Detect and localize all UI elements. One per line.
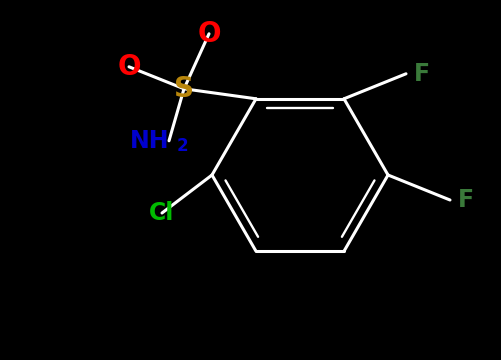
Text: O: O <box>117 53 141 81</box>
Text: O: O <box>197 20 221 48</box>
Text: 2: 2 <box>177 137 188 155</box>
Text: F: F <box>414 62 430 86</box>
Text: Cl: Cl <box>149 201 175 225</box>
Text: NH: NH <box>129 129 169 153</box>
Text: F: F <box>458 188 474 212</box>
Text: S: S <box>174 75 194 103</box>
